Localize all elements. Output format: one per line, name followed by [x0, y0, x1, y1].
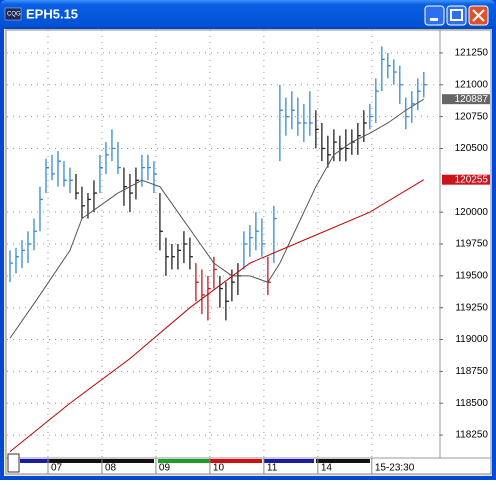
y-tick-label: 120000 [455, 207, 489, 218]
moving-average [9, 98, 425, 339]
x-tick-label: 08 [105, 463, 117, 474]
app-icon-text: CQG [7, 12, 21, 18]
x-tick-label: 14 [321, 463, 333, 474]
x-tick-label: 11 [267, 463, 278, 474]
y-tick-label: 119000 [455, 334, 488, 345]
session-bar [264, 459, 314, 463]
maximize-button[interactable] [446, 5, 467, 26]
minimize-button[interactable] [424, 5, 445, 26]
scroll-box[interactable] [7, 453, 20, 473]
x-tick-label: 15-23:30 [375, 463, 415, 474]
y-tick-label: 118500 [455, 398, 488, 409]
session-bar [210, 459, 262, 463]
y-tick-label: 120750 [455, 111, 489, 122]
x-tick-label: 09 [159, 463, 171, 474]
minimize-icon [430, 18, 438, 21]
last-value-tag [442, 94, 490, 105]
close-icon [472, 9, 485, 22]
y-tick-label: 119250 [455, 302, 488, 313]
session-bar [158, 459, 210, 463]
y-tick-label: 121250 [455, 48, 489, 59]
chart-panel [5, 29, 492, 475]
last-value-label: 120887 [455, 94, 489, 105]
moving-average [9, 179, 425, 453]
y-tick-label: 118750 [455, 366, 488, 377]
session-bar [316, 459, 370, 463]
window-title: EPH5.15 [26, 6, 78, 21]
last-value-tag [442, 174, 490, 185]
y-tick-label: 121000 [455, 79, 489, 90]
app-icon [4, 7, 22, 21]
y-tick-label: 119750 [455, 239, 488, 250]
x-tick-label: 07 [51, 463, 63, 474]
window-buttons [424, 5, 489, 26]
y-tick-label: 119500 [455, 270, 488, 281]
session-bar [20, 459, 50, 463]
x-tick-label: 10 [213, 463, 225, 474]
title-bar [0, 0, 496, 29]
maximize-icon [450, 9, 463, 21]
y-tick-label: 118250 [455, 430, 488, 441]
y-tick-label: 120500 [455, 143, 489, 154]
last-value-label: 120255 [455, 174, 489, 185]
